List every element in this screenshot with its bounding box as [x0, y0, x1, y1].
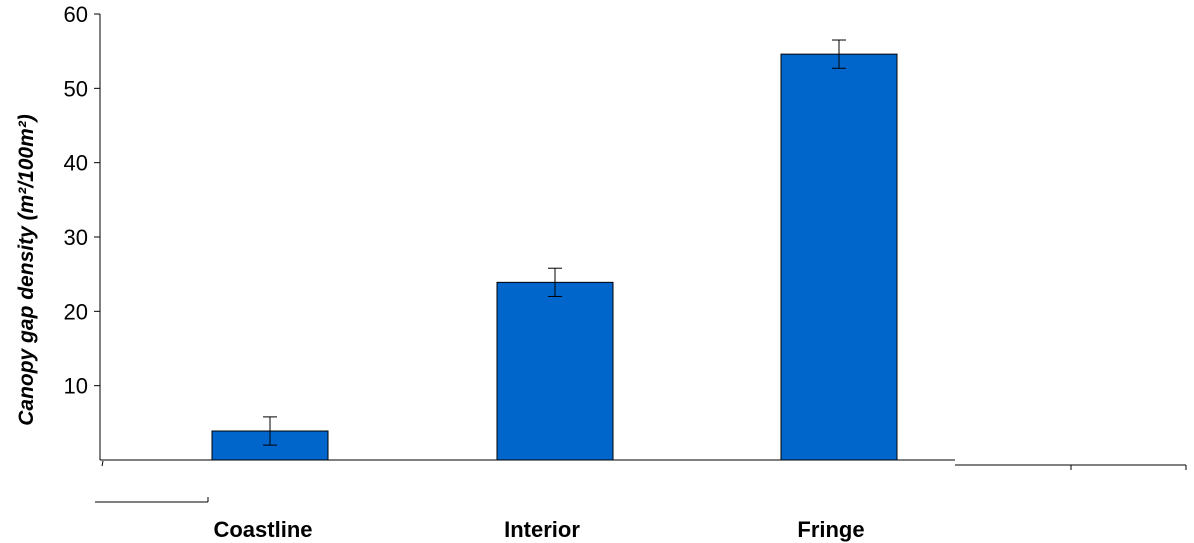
y-tick-label: 30 [64, 225, 88, 250]
category-label: Coastline [213, 517, 312, 542]
category-label: Interior [504, 517, 580, 542]
y-ticks: 10 20 30 40 50 60 [64, 2, 100, 399]
origin-tick [101, 460, 104, 467]
category-label: Fringe [797, 517, 864, 542]
y-tick-label: 10 [64, 374, 88, 399]
y-tick-label: 40 [64, 151, 88, 176]
y-tick-label: 60 [64, 2, 88, 27]
y-axis-title: Canopy gap density (m²/100m²) [15, 114, 38, 426]
error-bars [263, 39, 846, 446]
bar [780, 53, 898, 461]
bars [211, 53, 898, 461]
category-labels: Coastline Interior Fringe [213, 517, 864, 542]
bar [496, 281, 614, 461]
y-tick-label: 20 [64, 299, 88, 324]
y-tick-label: 50 [64, 76, 88, 101]
